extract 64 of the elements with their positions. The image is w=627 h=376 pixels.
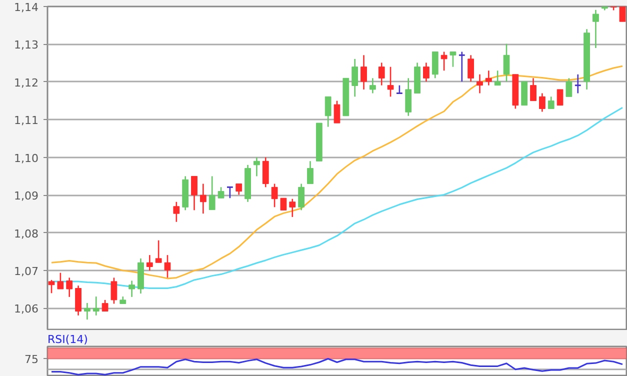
candlestick bbox=[66, 277, 73, 298]
candlestick bbox=[360, 54, 367, 90]
candlestick bbox=[173, 201, 180, 223]
y-tick-label: 1,14 bbox=[14, 1, 39, 14]
candlestick bbox=[208, 176, 216, 210]
y-tick-label: 1,10 bbox=[14, 152, 39, 165]
candlestick bbox=[503, 43, 510, 82]
candlestick bbox=[566, 78, 572, 98]
candlestick bbox=[369, 78, 376, 94]
candlestick bbox=[102, 299, 108, 312]
candlestick bbox=[619, 6, 626, 22]
candlestick bbox=[84, 302, 90, 320]
y-tick-label: 1,06 bbox=[14, 302, 39, 316]
candlestick bbox=[352, 58, 358, 98]
candlestick bbox=[556, 88, 564, 106]
candlestick bbox=[110, 277, 118, 304]
candlestick bbox=[92, 296, 100, 316]
candlestick bbox=[155, 240, 162, 264]
y-tick-label: 1,13 bbox=[14, 38, 39, 52]
candlestick bbox=[289, 198, 296, 218]
candlestick bbox=[468, 54, 474, 82]
candlestick bbox=[146, 254, 153, 272]
candlestick bbox=[164, 254, 171, 278]
candlestick bbox=[57, 272, 64, 290]
candlestick bbox=[298, 183, 305, 211]
candlestick bbox=[440, 51, 448, 72]
candlestick bbox=[530, 78, 536, 102]
candlestick bbox=[405, 78, 412, 117]
candlestick bbox=[254, 156, 260, 177]
candlestick bbox=[128, 280, 135, 298]
candlestick bbox=[236, 183, 242, 196]
candlestick bbox=[485, 70, 492, 86]
candlestick bbox=[378, 62, 385, 86]
candlestick bbox=[191, 176, 198, 211]
candlestick bbox=[280, 197, 287, 211]
candlestick bbox=[574, 74, 582, 94]
y-tick-label: 1,12 bbox=[14, 76, 39, 90]
chart-title: RSI(14) bbox=[48, 333, 88, 346]
candlestick bbox=[200, 183, 206, 214]
candlestick bbox=[226, 186, 234, 199]
candlestick bbox=[48, 279, 55, 294]
y-tick-label: 1,07 bbox=[14, 265, 39, 278]
candlestick bbox=[423, 62, 430, 82]
candlestick bbox=[539, 92, 546, 112]
candlestick bbox=[458, 51, 466, 82]
candlestick bbox=[307, 160, 314, 184]
candlestick bbox=[324, 96, 332, 128]
candlestick bbox=[271, 183, 278, 208]
candlestick bbox=[262, 156, 269, 188]
y-tick-label: 1,09 bbox=[14, 190, 39, 203]
candlestick bbox=[476, 74, 483, 94]
candlestick bbox=[387, 66, 394, 98]
text: 75 bbox=[24, 353, 39, 366]
y-tick-label: 1,08 bbox=[14, 227, 39, 240]
y-tick-label: 1,11 bbox=[14, 114, 39, 128]
candlestick bbox=[548, 96, 554, 110]
candlestick bbox=[450, 51, 456, 68]
candlestick bbox=[592, 9, 599, 49]
candlestick bbox=[494, 70, 501, 86]
candlestick bbox=[521, 81, 528, 106]
candlestick bbox=[75, 284, 82, 316]
candlestick bbox=[334, 100, 340, 124]
candlestick bbox=[432, 51, 438, 79]
candlestick bbox=[218, 186, 224, 199]
